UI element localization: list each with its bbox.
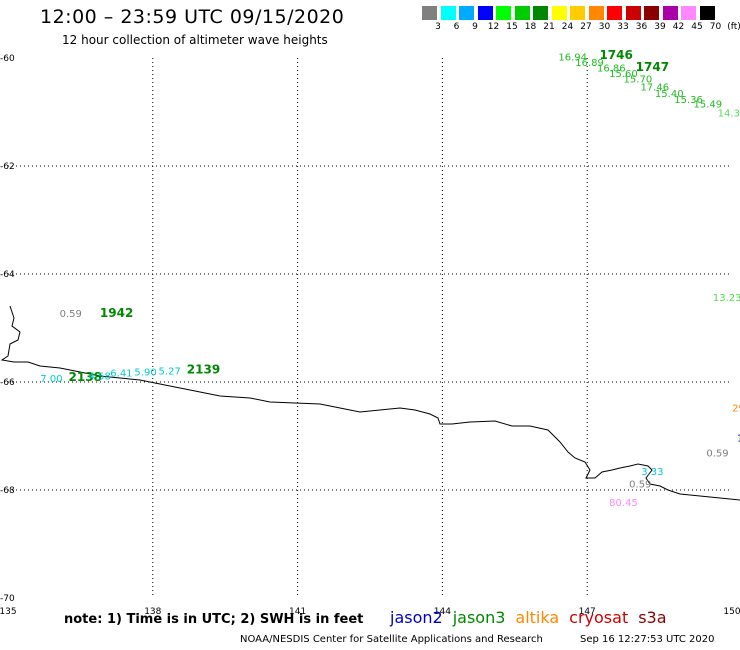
scale-swatch xyxy=(477,6,494,20)
scale-swatch xyxy=(496,6,512,20)
scale-label: 45 xyxy=(691,22,703,32)
legend-cryosat: cryosat xyxy=(569,608,629,627)
wave-height-label: 15.40 xyxy=(655,89,684,100)
wave-height-label: 10.51 xyxy=(737,433,740,444)
satellite-legend: jason2 jason3 altika cryosat s3a xyxy=(390,608,677,627)
legend-altika: altika xyxy=(515,608,560,627)
wave-height-label: 14.37 xyxy=(718,108,740,119)
lat-tick-label: -60 xyxy=(0,54,15,64)
wave-height-label: 7.00 xyxy=(40,374,62,385)
lat-tick-label: -68 xyxy=(0,486,15,496)
footnote: note: 1) Time is in UTC; 2) SWH is in fe… xyxy=(64,612,364,627)
pass-time-label: 1746 xyxy=(599,48,632,62)
pass-time-label: 2139 xyxy=(187,362,220,376)
pass-time-label: 2138 xyxy=(69,370,102,384)
wave-height-label: 4.58 xyxy=(89,371,111,382)
wave-height-label: 0.59 xyxy=(706,449,728,460)
scale-label: 36 xyxy=(635,22,648,32)
map-title: 12:00 – 23:59 UTC 09/15/2020 xyxy=(40,6,345,28)
scale-label: 33 xyxy=(617,22,629,32)
scale-swatch xyxy=(422,6,438,20)
wave-height-label: 5.27 xyxy=(159,366,181,377)
lon-tick-label: 150 xyxy=(723,607,740,617)
lat-tick-label: -70 xyxy=(0,594,15,604)
scale-unit: (ft) xyxy=(727,22,740,32)
scale-label: 39 xyxy=(654,22,666,32)
scale-label: 18 xyxy=(524,22,537,32)
scale-swatch xyxy=(588,6,605,20)
scale-label: 24 xyxy=(561,22,574,32)
wave-height-label: 13.23 xyxy=(713,293,740,304)
legend-s3a: s3a xyxy=(638,608,667,627)
wave-height-label: 15.70 xyxy=(624,74,653,85)
wave-height-label: 3.33 xyxy=(641,467,663,478)
scale-label: 9 xyxy=(472,22,478,32)
scale-swatch xyxy=(644,6,660,20)
scale-swatch xyxy=(607,6,623,20)
scale-swatch xyxy=(459,6,475,20)
lat-tick-label: -66 xyxy=(0,378,15,388)
scale-label: 27 xyxy=(580,22,592,32)
lon-tick-label: 144 xyxy=(434,607,451,617)
scale-label: 15 xyxy=(506,22,518,32)
wave-height-label: 29.73 xyxy=(732,404,740,415)
scale-label: 30 xyxy=(598,22,611,32)
wave-height-label: 0.59 xyxy=(629,479,651,490)
scale-swatch xyxy=(551,6,568,20)
scale-swatch xyxy=(533,6,549,20)
wave-height-label: 16.86 xyxy=(597,64,626,75)
scale-swatch xyxy=(440,6,457,20)
axis-tick-labels: 135 138 141 144 147 150 -60 -62 -64 -66 -68 -70 xyxy=(0,54,740,617)
wave-height-label: 5.90 xyxy=(134,368,156,379)
lat-tick-label: -62 xyxy=(0,162,15,172)
lon-tick-label: 141 xyxy=(289,607,306,617)
scale-label: 42 xyxy=(672,22,685,32)
wave-height-label: 6.41 xyxy=(110,369,132,380)
lon-tick-label: 138 xyxy=(144,607,161,617)
scale-label: 21 xyxy=(543,22,555,32)
lon-tick-label: 135 xyxy=(0,607,17,617)
wave-height-label: 15.49 xyxy=(694,100,723,111)
antarctic-coastline xyxy=(0,305,740,501)
lon-tick-label: 147 xyxy=(579,607,596,617)
legend-jason2: jason2 xyxy=(390,608,443,627)
scale-label: 6 xyxy=(453,22,460,32)
wave-height-label: 17.46 xyxy=(640,82,669,93)
scale-label: 3 xyxy=(435,22,441,32)
scale-swatch xyxy=(662,6,679,20)
color-scale-legend: 3 6 9 12 15 18 21 24 27 30 33 36 39 42 45 70 (ft) xyxy=(422,6,740,36)
lat-tick-label: -64 xyxy=(0,270,15,280)
pass-time-label: 1747 xyxy=(636,60,669,74)
legend-jason3: jason3 xyxy=(452,608,506,627)
wave-height-label: 16.94 xyxy=(558,53,587,64)
wave-height-label: 80.45 xyxy=(609,498,638,509)
pass-time-label: 1942 xyxy=(100,306,133,320)
scale-swatch xyxy=(625,6,642,20)
credit-line: NOAA/NESDIS Center for Satellite Applica… xyxy=(240,634,543,645)
scale-swatch xyxy=(681,6,697,20)
scale-swatch xyxy=(570,6,586,20)
wave-height-label: 15.36 xyxy=(674,95,703,106)
scale-swatch xyxy=(514,6,531,20)
wave-height-label: 16.89 xyxy=(575,58,604,69)
map-subtitle: 12 hour collection of altimeter wave hei… xyxy=(62,33,328,47)
timestamp: Sep 16 12:27:53 UTC 2020 xyxy=(580,634,715,645)
scale-label: 70 xyxy=(709,22,722,32)
scale-swatch xyxy=(699,6,716,20)
wave-height-label: 15.60 xyxy=(609,69,638,80)
wave-height-label: 0.59 xyxy=(60,309,82,320)
scale-label: 12 xyxy=(487,22,500,32)
grid-lines xyxy=(8,58,732,598)
